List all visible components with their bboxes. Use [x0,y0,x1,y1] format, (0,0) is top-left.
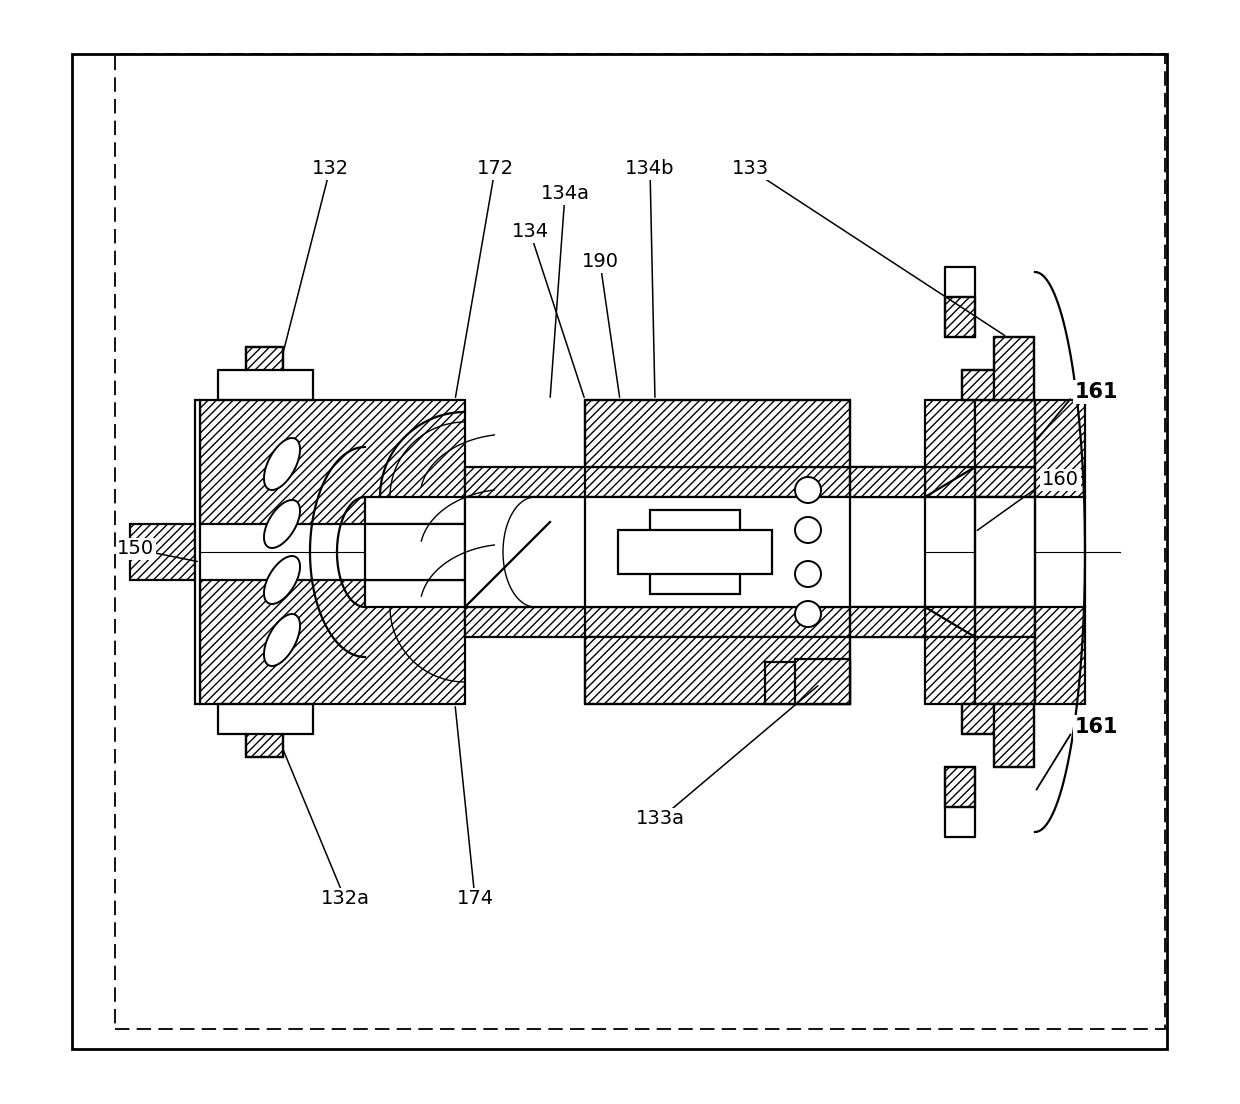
Polygon shape [264,556,300,604]
Polygon shape [195,400,200,704]
Polygon shape [925,400,975,467]
Text: 132a: 132a [320,890,370,909]
Polygon shape [465,607,925,637]
Polygon shape [465,497,925,607]
Polygon shape [945,297,975,337]
Polygon shape [849,467,925,497]
Bar [115,54,1166,1029]
Polygon shape [962,704,994,734]
Polygon shape [925,467,1035,497]
Polygon shape [975,497,1035,607]
Polygon shape [200,400,465,524]
Text: 172: 172 [476,159,513,179]
Circle shape [795,601,821,627]
Text: 133a: 133a [635,809,684,828]
Polygon shape [849,607,925,637]
Text: 161: 161 [1075,382,1118,402]
Text: 161: 161 [1075,716,1118,737]
Polygon shape [585,400,849,467]
Polygon shape [365,524,465,580]
Polygon shape [130,524,195,580]
Polygon shape [975,400,1035,467]
Polygon shape [975,637,1035,704]
Text: 160: 160 [1042,470,1079,489]
Text: 150: 150 [117,540,154,559]
Bar [72,54,1167,1049]
Polygon shape [994,337,1034,400]
Polygon shape [765,662,849,704]
Polygon shape [1035,400,1085,497]
Text: 133: 133 [732,159,769,179]
Polygon shape [925,607,1035,637]
Polygon shape [994,704,1034,767]
Polygon shape [925,607,975,637]
Circle shape [795,477,821,503]
Polygon shape [945,767,975,807]
Polygon shape [585,637,849,704]
Polygon shape [246,347,283,370]
Polygon shape [246,734,283,757]
Polygon shape [962,370,994,400]
Polygon shape [795,659,849,704]
Polygon shape [264,438,300,490]
Polygon shape [264,614,300,666]
Polygon shape [465,467,925,497]
Polygon shape [650,510,740,594]
Text: 134: 134 [511,223,548,242]
Circle shape [795,561,821,587]
Polygon shape [365,580,465,607]
Text: 134a: 134a [541,184,589,203]
Text: 134b: 134b [625,159,675,179]
Polygon shape [264,500,300,548]
Text: 190: 190 [582,253,619,272]
Polygon shape [618,530,773,574]
Polygon shape [200,580,465,704]
Text: 174: 174 [456,890,494,909]
Polygon shape [925,637,975,704]
Text: 132: 132 [311,159,348,179]
Polygon shape [1035,607,1085,704]
Circle shape [795,517,821,543]
Polygon shape [925,467,975,497]
Polygon shape [365,497,465,524]
